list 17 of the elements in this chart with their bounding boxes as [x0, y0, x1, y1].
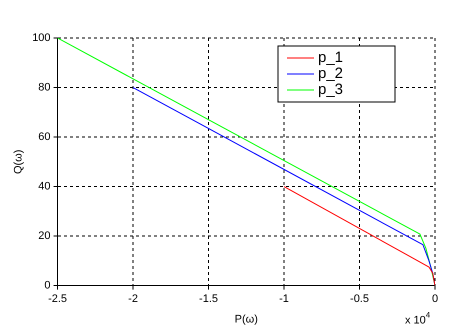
y-tick-label: 40 [38, 180, 51, 193]
legend-label: p_1 [318, 49, 344, 66]
y-tick-label: 80 [38, 82, 51, 94]
y-axis-title: Q(ω) [12, 150, 25, 174]
y-tick-label: 20 [38, 230, 51, 242]
x-tick-label: -0.5 [350, 293, 369, 306]
y-tick-label: 0 [44, 280, 51, 292]
legend-label: p_2 [318, 65, 344, 82]
y-tick-label: 100 [32, 32, 51, 44]
x-axis-title: P(ω) [234, 313, 258, 326]
x-tick-label: -2 [128, 293, 138, 306]
legend-label: p_3 [318, 81, 344, 98]
x-tick-label: -1 [279, 293, 289, 306]
y-tick-label: 60 [38, 131, 51, 144]
x-tick-label: -2.5 [48, 293, 68, 306]
x-tick-label: 0 [432, 293, 438, 306]
x-tick-label: -1.5 [199, 293, 218, 306]
